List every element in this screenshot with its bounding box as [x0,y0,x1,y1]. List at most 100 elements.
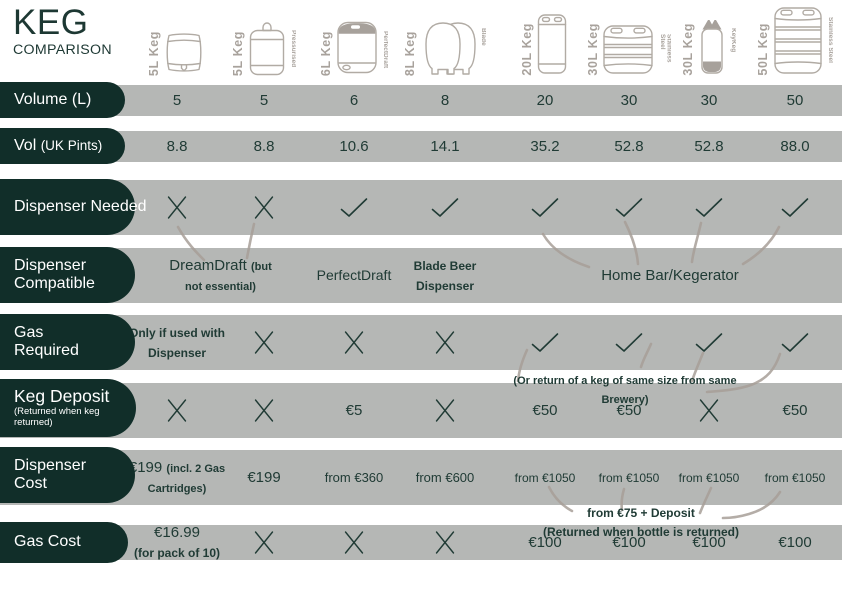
cell-keg-deposit-col7 [698,383,720,438]
check-icon [531,197,560,218]
cell-line: 20 [537,91,554,110]
cell-pints-col1: 8.8 [167,131,188,162]
check-icon [781,197,810,218]
cell-line: €199 (incl. 2 Gas [129,458,225,477]
text-segment: €50 [616,401,642,419]
cell-line: 8 [441,91,449,110]
cell-dispenser-needed-col5 [531,180,560,235]
keg-type-sublabel: Stainless Steel [658,34,672,63]
cell-gas-cost-col6: €100 [612,525,645,560]
text-segment: 88.0 [780,137,810,155]
row-label-line: Vol (UK Pints) [14,137,125,155]
cell-line: 8.8 [167,137,188,156]
cell-dispenser-needed-col7 [695,180,724,235]
keg-size-label: 6L Keg [319,30,333,76]
cell-dispenser-needed-col1 [166,180,188,235]
cell-line: 10.6 [339,137,368,156]
cross-icon [434,530,456,555]
cell-pints-col7: 52.8 [694,131,723,162]
cell-gas-cost-col3 [343,525,365,560]
text-segment: Dispenser [14,456,87,474]
keg-type-sublabel: KeyKeg [730,28,736,53]
keg-size-label: 30L Keg [585,23,600,76]
cell-volume-col1: 5 [173,85,181,116]
text-segment: from €75 + Deposit [587,506,695,520]
cell-pints-col4: 14.1 [430,131,459,162]
keg-size-label: 30L Keg [681,23,695,76]
keg-size-label: 5L Keg [231,30,245,76]
cell-dispenser-cost-col4: from €600 [416,450,475,505]
cell-volume-col4: 8 [441,85,449,116]
text-segment: 50 [786,91,804,109]
keg-size-label: 50L Keg [756,23,770,76]
text-segment: 20 [536,91,554,109]
keg-size-label: 8L Keg [403,30,417,76]
text-segment: not essential) [185,280,256,293]
cell-gas-cost-col7: €100 [692,525,725,560]
keg-type-sublabel: Stainless Steel [827,17,833,63]
cell-line: Cartridges) [148,478,207,497]
row-label-keg-deposit: Keg Deposit (Returned when keg returned) [0,379,136,437]
text-segment: €199 [128,459,167,477]
cell-dispenser-needed-col8 [781,180,810,235]
text-segment: from €1050 [598,470,660,485]
text-segment: €199 [247,468,281,486]
text-segment: 8.8 [253,137,275,155]
cell-dispenser-needed-col3 [340,180,369,235]
cell-dispenser-compatible-col3: PerfectDraft [317,248,392,303]
cross-icon [253,330,275,355]
cell-line: from €1050 [765,468,826,487]
text-segment: 8.8 [166,137,188,155]
text-segment: Gas Cost [14,533,81,551]
cell-gas-cost-col5: €100 [528,525,561,560]
cell-line: Blade Beer [414,256,477,275]
text-segment: (Returned when bottle is returned) [542,525,740,540]
cell-volume-col3: 6 [350,85,358,116]
text-segment: from €1050 [764,470,826,485]
text-segment: (UK Pints) [40,137,103,153]
cell-line: 52.8 [614,137,643,156]
text-segment: Dispenser Needed [14,197,147,215]
cell-line: from €600 [416,468,475,487]
check-icon [695,197,724,218]
cross-icon [343,530,365,555]
text-segment: 6 [349,91,359,109]
cross-icon [166,398,188,423]
row-label-line: Cost [14,475,135,493]
cell-line: 30 [701,91,718,110]
cell-dispenser-cost-col2: €199 [247,450,280,505]
text-segment: Volume (L) [14,90,92,108]
stainless-keg-icon [601,22,655,76]
cell-keg-deposit-col8: €50 [782,383,807,438]
text-segment: Vol [14,136,41,154]
check-icon [340,197,369,218]
column-header-keg-5l-barrel: 5L Keg [125,0,229,80]
check-icon [695,332,724,353]
cross-icon [253,530,275,555]
text-segment: 30 [700,91,718,109]
cell-gas-required-col3 [343,315,365,370]
keg-deposit-note: (Or return of a keg of same size from sa… [513,370,736,408]
column-header-keg-20l: 20L Keg [493,0,597,80]
row-band-pints [0,131,842,162]
cell-line: (for pack of 10) [134,543,220,562]
cell-line: 50 [787,91,804,110]
text-segment: Keg Deposit [14,386,110,407]
cell-volume-col8: 50 [787,85,804,116]
cross-icon [434,330,456,355]
keg-size-label: 5L Keg [146,30,161,76]
cell-line: Only if used with [129,323,225,342]
row-label-gas-required: Gas Required [0,314,135,370]
barrel-keg-icon [162,29,206,76]
cell-gas-cost-col4 [434,525,456,560]
text-segment: €100 [528,533,562,551]
text-segment: €100 [778,533,812,551]
cell-pints-col5: 35.2 [530,131,559,162]
tall-stainless-keg-icon [772,5,824,76]
cell-keg-deposit-col6: €50 [616,383,641,438]
text-segment: Gas [14,323,44,341]
cell-line: 52.8 [694,137,723,156]
text-segment: Home Bar/Kegerator [601,266,739,284]
keg-type-sublabel: Blade [480,28,486,46]
text-segment: Dispenser [415,278,475,293]
